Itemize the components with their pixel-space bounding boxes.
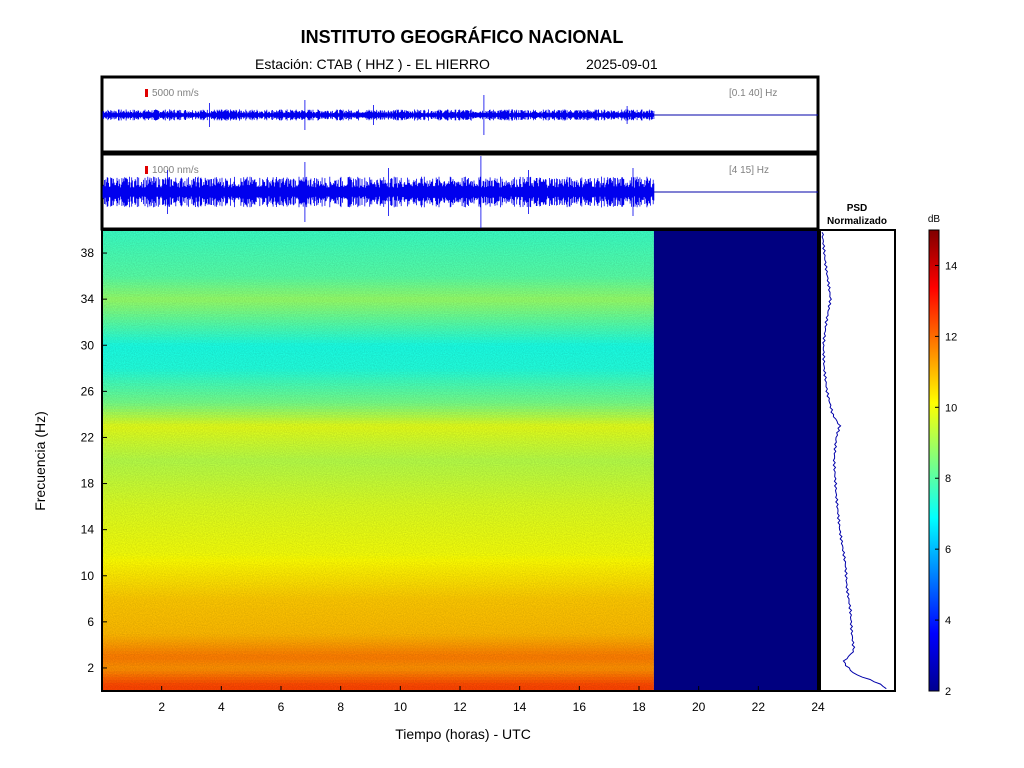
trace-top-band: [0.1 40] Hz [729,88,777,99]
y-tick-label: 22 [81,430,95,444]
x-axis-label: Tiempo (horas) - UTC [395,726,531,742]
trace-bottom-band: [4 15] Hz [729,165,769,176]
y-tick-label: 34 [81,292,95,306]
x-tick-label: 22 [752,700,766,714]
psd-title: PSD [847,203,868,214]
colorbar-tick-label: 14 [945,260,957,272]
x-tick-label: 6 [278,700,285,714]
scale-bar-bottom [145,166,148,174]
y-tick-label: 30 [81,338,95,352]
y-tick-label: 14 [81,523,95,537]
trace-bottom-scale: 1000 nm/s [152,165,199,176]
trace-top-scale: 5000 nm/s [152,88,199,99]
x-tick-label: 12 [453,700,467,714]
x-tick-label: 10 [394,700,408,714]
y-tick-label: 38 [81,246,95,260]
waveform-signal [102,95,655,135]
page-title: INSTITUTO GEOGRÁFICO NACIONAL [300,27,624,47]
colorbar-ticks: 2 4 6 8 10 12 14 [935,260,957,698]
trace-panel-bottom: 1000 nm/s [4 15] Hz [100,152,820,231]
date-label: 2025-09-01 [586,56,658,72]
spectrogram-no-data [653,230,818,691]
y-axis-label: Frecuencia (Hz) [32,411,48,511]
x-tick-label: 16 [573,700,587,714]
waveform-signal [102,156,655,228]
x-tick-label: 18 [632,700,646,714]
y-tick-label: 10 [81,569,95,583]
x-tick-label: 8 [337,700,344,714]
y-tick-label: 26 [81,384,95,398]
x-tick-label: 24 [811,700,825,714]
colorbar-tick-label: 4 [945,615,951,627]
colorbar [928,229,940,692]
station-label: Estación: CTAB ( HHZ ) - EL HIERRO [255,56,490,72]
spectrogram-noise [102,230,654,691]
trace-top-waveform [102,95,818,135]
colorbar-tick-label: 8 [945,473,951,485]
trace-bottom-waveform [102,156,818,228]
trace-panel-top: 5000 nm/s [0.1 40] Hz [100,75,820,154]
colorbar-unit: dB [928,214,941,225]
x-axis: 2 4 6 8 10 12 14 16 18 20 22 24 [158,686,825,714]
y-tick-label: 6 [87,615,94,629]
colorbar-tick-label: 10 [945,402,957,414]
x-tick-label: 4 [218,700,225,714]
psd-panel [819,229,896,692]
x-tick-label: 20 [692,700,706,714]
colorbar-tick-label: 6 [945,544,951,556]
colorbar-tick-label: 12 [945,331,957,343]
colorbar-tick-label: 2 [945,686,951,698]
y-tick-label: 18 [81,477,95,491]
psd-curve [821,232,887,690]
y-tick-label: 2 [87,661,94,675]
psd-subtitle: Normalizado [827,216,887,227]
x-tick-label: 14 [513,700,527,714]
scale-bar-top [145,89,148,97]
x-tick-label: 2 [158,700,165,714]
